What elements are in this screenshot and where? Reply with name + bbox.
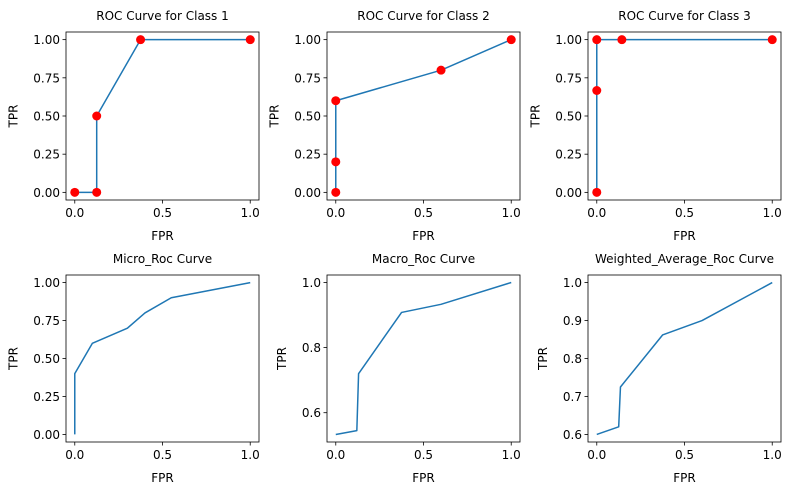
data-point [592, 86, 601, 95]
y-axis-label: TPR [275, 347, 289, 371]
chart-title: ROC Curve for Class 3 [618, 9, 751, 23]
x-tick-label: 1.0 [241, 206, 260, 220]
data-point [92, 188, 101, 197]
x-axis-label: FPR [673, 229, 695, 243]
y-tick-label: 1.00 [294, 33, 321, 47]
roc-curve-line [75, 283, 250, 435]
axes-frame [66, 275, 259, 442]
y-tick-label: 0.25 [555, 148, 582, 162]
y-tick-label: 0.50 [555, 110, 582, 124]
x-tick-label: 1.0 [763, 206, 782, 220]
y-axis-label: TPR [536, 347, 550, 371]
y-tick-label: 0.8 [563, 352, 582, 366]
data-point [246, 35, 255, 44]
y-axis-label: TPR [7, 347, 21, 371]
x-tick-label: 0.0 [65, 206, 84, 220]
data-point [136, 35, 145, 44]
y-tick-label: 0.9 [563, 314, 582, 328]
y-tick-label: 0.00 [555, 186, 582, 200]
data-point [592, 35, 601, 44]
chart-title: Micro_Roc Curve [113, 252, 212, 266]
data-point [331, 96, 340, 105]
data-point [617, 35, 626, 44]
roc-curve-line [336, 40, 511, 193]
y-tick-label: 0.8 [302, 341, 321, 355]
x-tick-label: 0.5 [675, 448, 694, 462]
y-tick-label: 0.6 [302, 406, 321, 420]
axes-frame [588, 32, 781, 200]
y-axis-label: TPR [268, 105, 282, 129]
data-point [331, 188, 340, 197]
x-tick-label: 0.0 [326, 206, 345, 220]
y-tick-label: 0.50 [33, 352, 60, 366]
axes-frame [588, 275, 781, 442]
subplot-5: Macro_Roc Curve 0.0 0.5 1.0 0.6 0.8 1.0 FPR TPR [275, 252, 521, 485]
data-point [70, 188, 79, 197]
y-tick-label: 0.6 [563, 428, 582, 442]
x-tick-label: 0.0 [65, 448, 84, 462]
x-tick-label: 0.5 [414, 206, 433, 220]
x-tick-label: 1.0 [241, 448, 260, 462]
y-tick-label: 0.25 [294, 148, 321, 162]
x-axis-label: FPR [151, 471, 173, 485]
data-point [768, 35, 777, 44]
x-tick-label: 0.5 [153, 206, 172, 220]
chart-title: ROC Curve for Class 2 [357, 9, 490, 23]
data-point [507, 35, 516, 44]
y-tick-label: 0.00 [33, 428, 60, 442]
y-tick-label: 1.00 [33, 33, 60, 47]
data-point [92, 112, 101, 121]
y-tick-label: 1.0 [563, 276, 582, 290]
data-point [331, 157, 340, 166]
y-tick-label: 0.25 [33, 390, 60, 404]
subplot-2: ROC Curve for Class 2 0.0 0.5 1.0 0.00 0.25 0.… [268, 9, 521, 243]
y-tick-label: 1.00 [555, 33, 582, 47]
x-axis-label: FPR [673, 471, 695, 485]
roc-curve-line [336, 282, 511, 434]
y-tick-label: 0.50 [294, 110, 321, 124]
y-tick-label: 0.75 [294, 71, 321, 85]
x-axis-label: FPR [412, 471, 434, 485]
data-point [592, 188, 601, 197]
y-axis-label: TPR [529, 105, 543, 129]
x-tick-label: 1.0 [502, 448, 521, 462]
y-tick-label: 0.50 [33, 110, 60, 124]
roc-curve-line [597, 40, 772, 193]
y-tick-label: 1.0 [302, 276, 321, 290]
x-tick-label: 0.0 [587, 206, 606, 220]
roc-curve-line [597, 283, 772, 435]
subplot-6: Weighted_Average_Roc Curve 0.0 0.5 1.0 0.6 0.… [536, 252, 782, 485]
y-axis-label: TPR [7, 105, 21, 129]
axes-frame [327, 32, 520, 200]
subplot-4: Micro_Roc Curve 0.0 0.5 1.0 0.00 0.25 0.50 0.75… [7, 252, 260, 485]
subplot-3: ROC Curve for Class 3 0.0 0.5 1.0 0.00 0.25 0.… [529, 9, 782, 243]
x-axis-label: FPR [412, 229, 434, 243]
y-tick-label: 0.75 [33, 314, 60, 328]
chart-title: Weighted_Average_Roc Curve [595, 252, 774, 266]
x-axis-label: FPR [151, 229, 173, 243]
y-tick-label: 0.25 [33, 148, 60, 162]
data-point [437, 66, 446, 75]
x-tick-label: 0.0 [587, 448, 606, 462]
y-tick-label: 0.75 [33, 71, 60, 85]
x-tick-label: 0.5 [675, 206, 694, 220]
x-tick-label: 0.0 [326, 448, 345, 462]
x-tick-label: 1.0 [502, 206, 521, 220]
subplot-1: ROC Curve for Class 1 0.0 0.5 1.0 0.00 0.25 0.… [7, 9, 260, 243]
chart-title: Macro_Roc Curve [372, 252, 475, 266]
x-tick-label: 1.0 [763, 448, 782, 462]
y-tick-label: 0.00 [294, 186, 321, 200]
axes-frame [327, 275, 520, 442]
y-tick-label: 0.7 [563, 390, 582, 404]
y-tick-label: 0.00 [33, 186, 60, 200]
chart-title: ROC Curve for Class 1 [96, 9, 229, 23]
x-tick-label: 0.5 [153, 448, 172, 462]
y-tick-label: 1.00 [33, 276, 60, 290]
y-tick-label: 0.75 [555, 71, 582, 85]
x-tick-label: 0.5 [414, 448, 433, 462]
